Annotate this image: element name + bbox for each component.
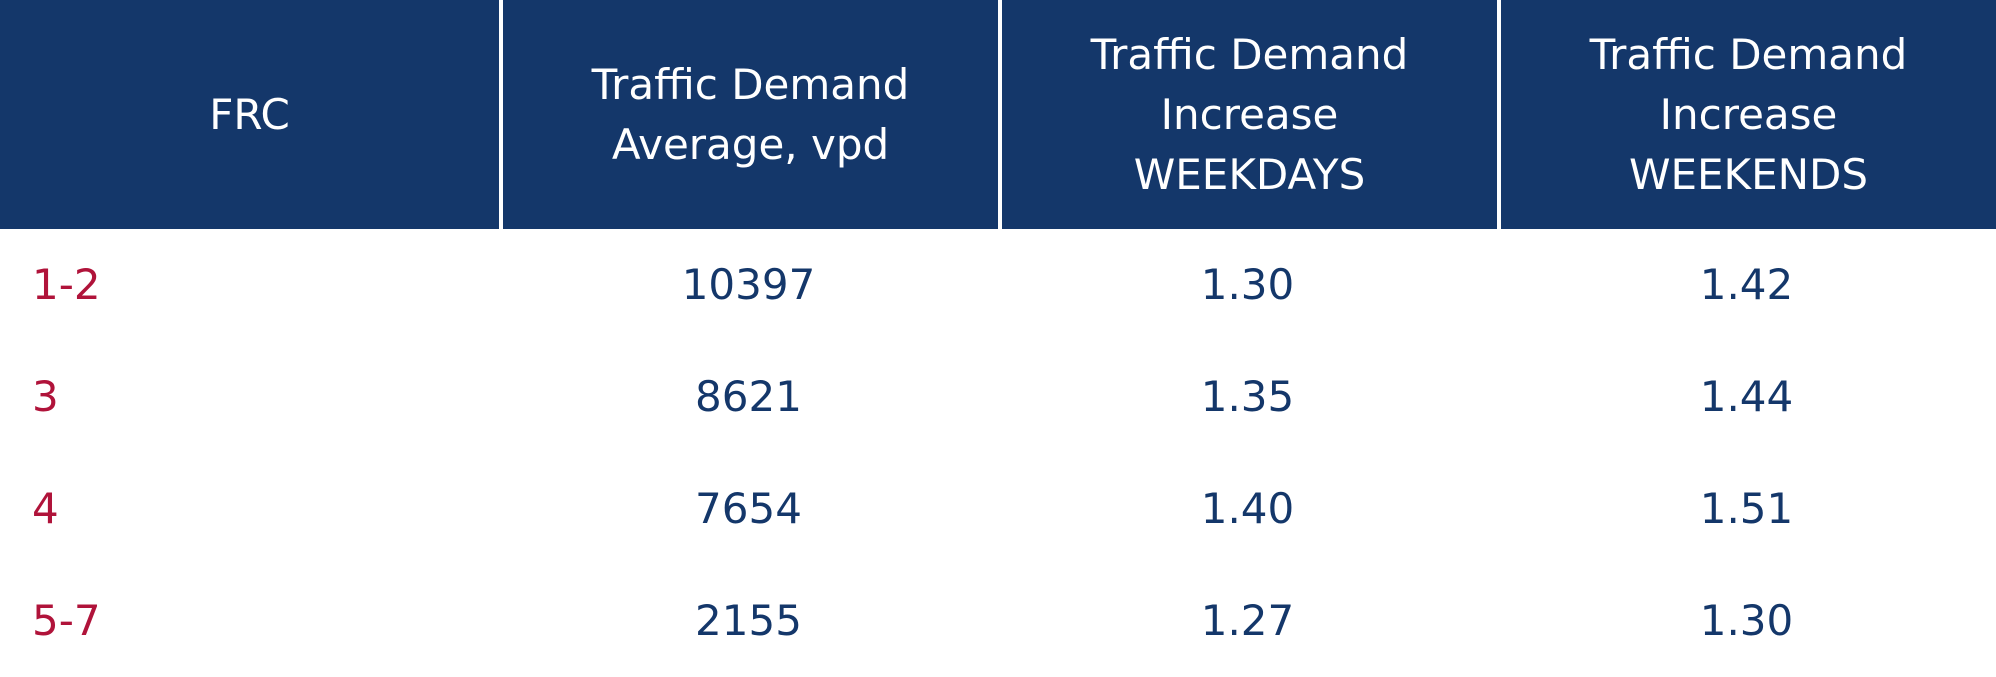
- table-row: 5-7 2155 1.27 1.30: [0, 565, 1996, 677]
- average-cell: 7654: [695, 484, 802, 533]
- header-frc: FRC: [0, 0, 499, 229]
- weekdays-cell: 1.30: [1200, 260, 1295, 309]
- average-cell: 10397: [681, 260, 816, 309]
- header-line: Average, vpd: [611, 119, 890, 169]
- header-line: Traffic Demand: [1090, 29, 1409, 79]
- header-line: Increase: [1659, 89, 1838, 139]
- table-body: 1-2 10397 1.30 1.42 3 8621 1.35 1.44 4 7…: [0, 229, 1996, 677]
- weekends-cell: 1.51: [1699, 484, 1794, 533]
- weekdays-cell: 1.40: [1200, 484, 1295, 533]
- header-line: Traffic Demand: [1589, 29, 1908, 79]
- weekends-cell: 1.42: [1699, 260, 1794, 309]
- table-row: 1-2 10397 1.30 1.42: [0, 229, 1996, 341]
- header-line: Increase: [1160, 89, 1339, 139]
- header-average: Traffic Demand Average, vpd: [499, 0, 998, 229]
- frc-cell: 5-7: [32, 596, 101, 645]
- frc-cell: 3: [32, 372, 59, 421]
- header-line: Traffic Demand: [591, 59, 910, 109]
- header-weekdays: Traffic Demand Increase WEEKDAYS: [998, 0, 1497, 229]
- header-row: FRC Traffic Demand Average, vpd Traffic …: [0, 0, 1996, 229]
- header-line: FRC: [209, 89, 290, 139]
- average-cell: 2155: [695, 596, 802, 645]
- average-cell: 8621: [695, 372, 802, 421]
- weekdays-cell: 1.35: [1200, 372, 1295, 421]
- weekends-cell: 1.30: [1699, 596, 1794, 645]
- table-row: 4 7654 1.40 1.51: [0, 453, 1996, 565]
- header-weekends: Traffic Demand Increase WEEKENDS: [1497, 0, 1996, 229]
- table-row: 3 8621 1.35 1.44: [0, 341, 1996, 453]
- header-line: WEEKDAYS: [1133, 149, 1366, 199]
- weekends-cell: 1.44: [1699, 372, 1794, 421]
- table-header: FRC Traffic Demand Average, vpd Traffic …: [0, 0, 1996, 229]
- frc-cell: 4: [32, 484, 59, 533]
- frc-cell: 1-2: [32, 260, 101, 309]
- header-line: WEEKENDS: [1628, 149, 1869, 199]
- weekdays-cell: 1.27: [1200, 596, 1295, 645]
